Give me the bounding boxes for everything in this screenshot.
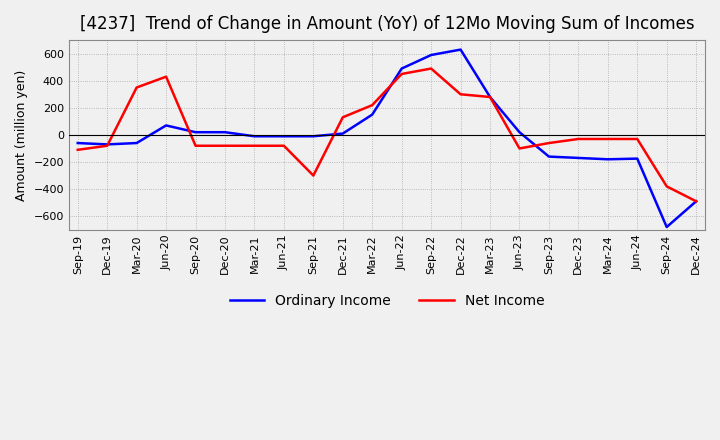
Net Income <box>633 136 642 142</box>
Ordinary Income <box>309 134 318 139</box>
Net Income <box>338 115 347 120</box>
Ordinary Income <box>427 52 436 58</box>
Ordinary Income <box>368 112 377 117</box>
Net Income <box>220 143 229 148</box>
Ordinary Income <box>103 142 112 147</box>
Legend: Ordinary Income, Net Income: Ordinary Income, Net Income <box>224 289 550 314</box>
Ordinary Income <box>515 129 523 135</box>
Ordinary Income <box>633 156 642 161</box>
Ordinary Income <box>486 94 495 99</box>
Ordinary Income <box>662 224 671 230</box>
Ordinary Income <box>132 140 141 146</box>
Net Income <box>486 94 495 99</box>
Y-axis label: Amount (million yen): Amount (million yen) <box>15 69 28 201</box>
Net Income <box>309 173 318 178</box>
Title: [4237]  Trend of Change in Amount (YoY) of 12Mo Moving Sum of Incomes: [4237] Trend of Change in Amount (YoY) o… <box>80 15 694 33</box>
Line: Net Income: Net Income <box>78 69 696 201</box>
Ordinary Income <box>73 140 82 146</box>
Net Income <box>368 103 377 108</box>
Ordinary Income <box>397 66 406 71</box>
Net Income <box>456 92 465 97</box>
Net Income <box>73 147 82 152</box>
Net Income <box>250 143 258 148</box>
Ordinary Income <box>603 157 612 162</box>
Net Income <box>162 74 171 79</box>
Ordinary Income <box>456 47 465 52</box>
Net Income <box>603 136 612 142</box>
Ordinary Income <box>220 129 229 135</box>
Ordinary Income <box>192 129 200 135</box>
Net Income <box>192 143 200 148</box>
Ordinary Income <box>279 134 288 139</box>
Net Income <box>515 146 523 151</box>
Ordinary Income <box>574 155 582 161</box>
Net Income <box>397 71 406 77</box>
Ordinary Income <box>692 198 701 204</box>
Ordinary Income <box>338 131 347 136</box>
Ordinary Income <box>544 154 553 159</box>
Net Income <box>103 143 112 148</box>
Net Income <box>574 136 582 142</box>
Ordinary Income <box>162 123 171 128</box>
Net Income <box>692 198 701 204</box>
Net Income <box>132 85 141 90</box>
Net Income <box>279 143 288 148</box>
Net Income <box>662 184 671 189</box>
Net Income <box>544 140 553 146</box>
Line: Ordinary Income: Ordinary Income <box>78 50 696 227</box>
Ordinary Income <box>250 134 258 139</box>
Net Income <box>427 66 436 71</box>
